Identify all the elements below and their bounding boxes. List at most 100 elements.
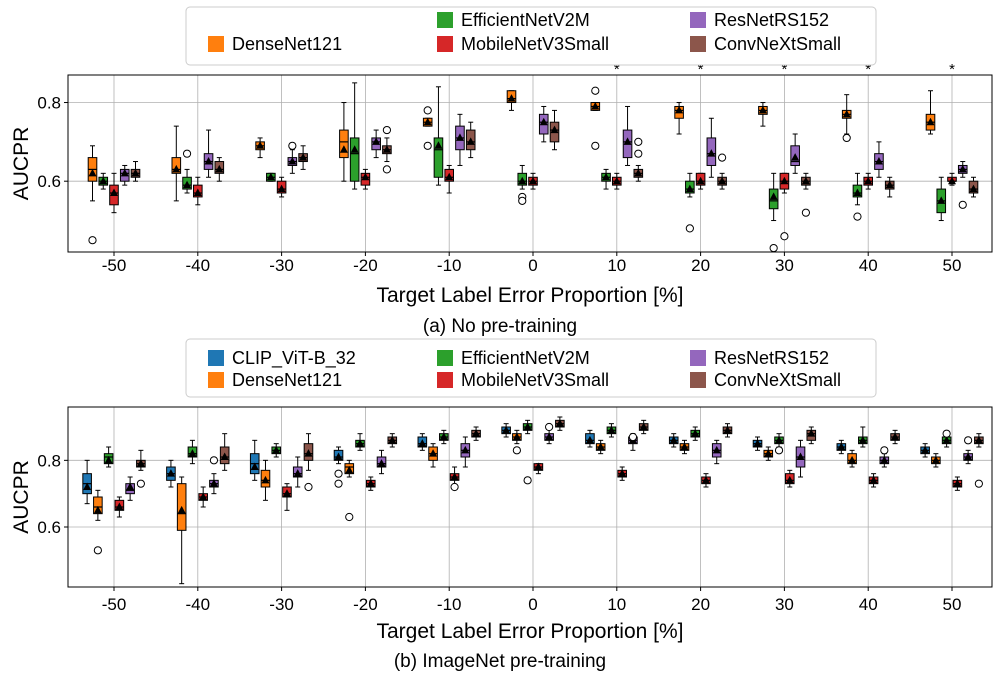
outlier-marker (423, 141, 432, 150)
outlier-marker (334, 469, 343, 478)
mean-marker (534, 462, 543, 470)
mean-marker (366, 479, 375, 487)
x-tick-label: -30 (269, 256, 294, 275)
legend-swatch-mobilenetv3small (437, 36, 453, 52)
legend-swatch-convnextsmall (690, 372, 706, 388)
mean-marker (166, 469, 175, 477)
plot-area-border (67, 74, 993, 253)
x-tick-label: 50 (943, 595, 962, 614)
mean-marker (429, 449, 438, 457)
mean-marker (602, 172, 611, 181)
mean-marker (439, 432, 448, 440)
mean-marker (869, 475, 878, 484)
mean-marker (339, 145, 348, 153)
mean-marker (356, 439, 365, 447)
outlier-marker (974, 479, 983, 488)
legend-swatch-efficientnetv2m (437, 350, 453, 366)
series-mobilenetv3small (109, 164, 957, 241)
y-tick-label: 0.8 (37, 451, 61, 470)
mean-marker (718, 176, 727, 185)
legend: DenseNet121 EfficientNetV2M MobileNetV3Sma… (185, 6, 877, 66)
mean-marker (696, 176, 705, 185)
mean-marker (780, 176, 789, 185)
mean-marker (188, 449, 197, 457)
mean-marker (193, 188, 202, 196)
x-tick-label: -10 (437, 595, 462, 614)
series-mobilenetv3small (114, 462, 963, 518)
outlier-marker (345, 512, 354, 522)
mean-marker (345, 465, 354, 474)
significance-star: * (865, 61, 871, 78)
outlier-marker (88, 236, 97, 245)
x-tick-label: 30 (775, 256, 794, 275)
mean-marker (675, 105, 684, 114)
box (339, 129, 349, 159)
mean-marker (126, 482, 135, 490)
x-axis-label: Target Label Error Proportion [%] (377, 284, 684, 307)
outlier-marker (685, 224, 694, 233)
legend-label-clip-vit-b-32: CLIP_ViT-B_32 (232, 348, 356, 369)
series-densenet121 (93, 429, 941, 585)
x-tick-label: -50 (102, 256, 127, 275)
mean-marker (110, 188, 118, 196)
mean-marker (937, 196, 946, 204)
mean-marker (450, 472, 459, 480)
outlier-marker (288, 141, 297, 150)
mean-marker (115, 502, 124, 510)
series-convnextsmall (136, 416, 984, 492)
mean-marker (518, 176, 527, 185)
outlier-marker (780, 232, 789, 241)
mean-marker (455, 133, 464, 141)
outlier-marker (545, 422, 554, 432)
outlier-marker (518, 196, 527, 205)
outlier-marker (769, 243, 778, 253)
y-axis-label: AUCPR (10, 127, 33, 201)
mean-marker (93, 505, 102, 514)
chart-panel-b: 0.6 0.8 -50 -40 -30 -20 -10 0 10 20 30 40 50 Target L… (10, 338, 993, 672)
panel-caption: (b) ImageNet pre-training (394, 651, 606, 672)
outlier-marker (634, 137, 643, 146)
mean-marker (220, 452, 229, 460)
mean-marker (104, 455, 113, 464)
x-tick-label: 10 (607, 256, 626, 275)
x-axis-label: Target Label Error Proportion [%] (377, 620, 684, 643)
x-tick-label: 40 (859, 595, 878, 614)
x-tick-label: -40 (186, 595, 211, 614)
outlier-marker (523, 476, 532, 485)
x-tick-label: 0 (528, 256, 537, 275)
mean-marker (382, 145, 391, 153)
mean-marker (466, 137, 475, 145)
outlier-marker (209, 456, 219, 465)
mean-marker (931, 455, 940, 464)
significance-star: * (614, 61, 620, 78)
mean-marker (853, 188, 862, 196)
legend-swatch-mobilenetv3small (437, 372, 453, 388)
y-tick-label: 0.6 (37, 518, 61, 537)
mean-marker (507, 94, 516, 102)
mean-marker (550, 125, 559, 134)
outlier-marker (842, 133, 851, 143)
mean-marker (555, 419, 564, 427)
legend-label-convnextsmall: ConvNeXtSmall (714, 370, 841, 390)
mean-marker (266, 172, 275, 181)
mean-marker (209, 479, 218, 487)
box (93, 496, 103, 515)
x-tick-label: -40 (186, 256, 211, 275)
mean-marker (172, 164, 181, 173)
x-tick-label: -30 (269, 595, 294, 614)
outlier-marker (93, 546, 102, 555)
mean-marker (434, 141, 443, 149)
outlier-marker (136, 479, 145, 488)
mean-marker (204, 157, 213, 165)
series-efficientnetv2m (98, 82, 947, 253)
mean-marker (261, 475, 270, 484)
mean-marker (891, 432, 900, 440)
mean-marker (350, 145, 359, 153)
outlier-marker (801, 208, 811, 217)
mean-marker (807, 429, 816, 437)
outlier-marker (774, 446, 784, 455)
mean-marker (701, 475, 710, 484)
x-tick-label: 50 (943, 256, 962, 275)
x-tick-label: 20 (691, 595, 710, 614)
